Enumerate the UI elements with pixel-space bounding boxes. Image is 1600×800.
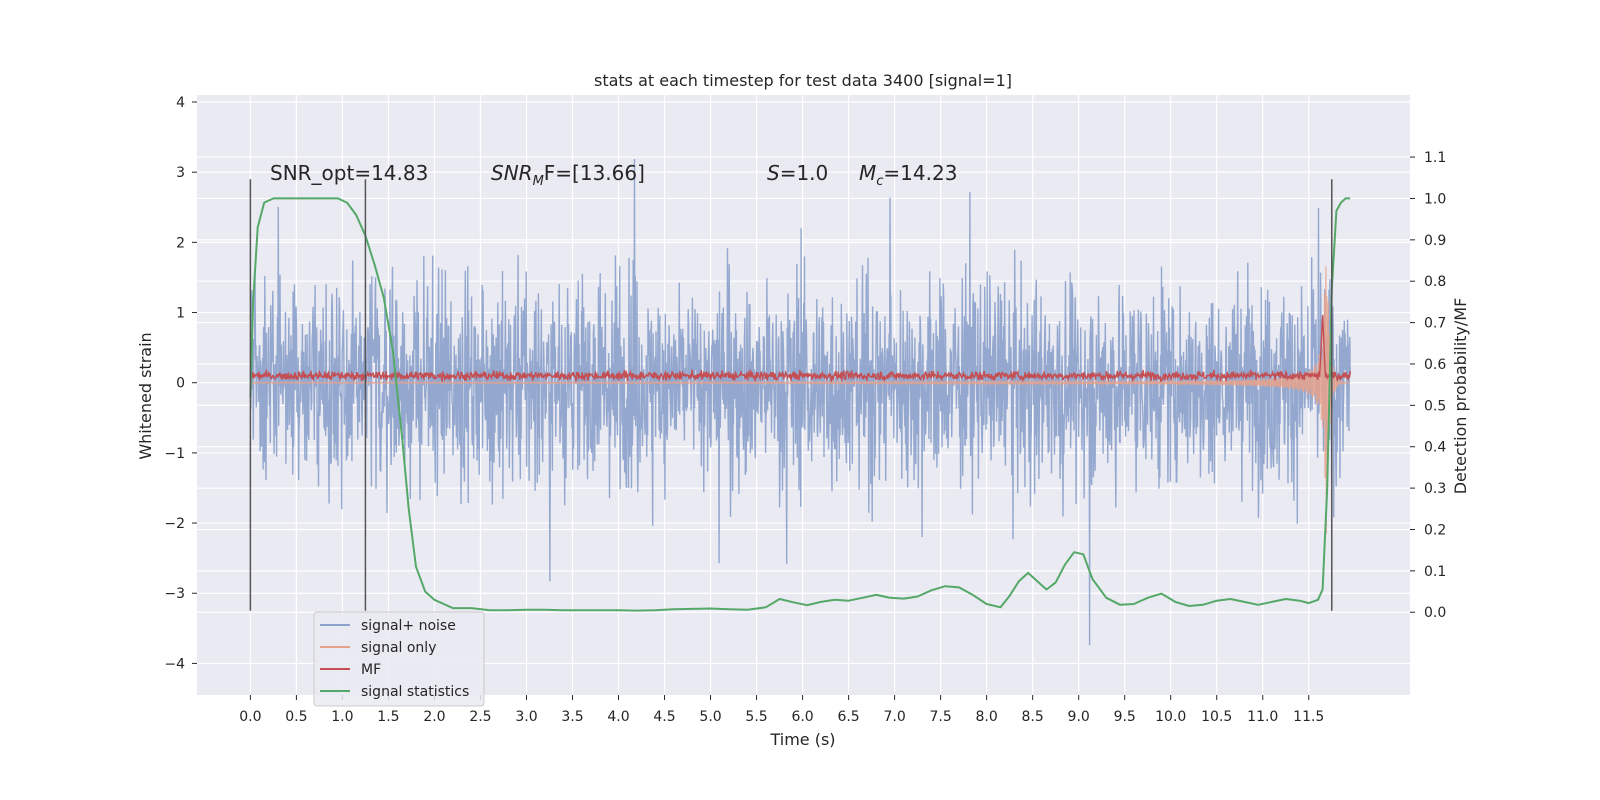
x-tick-label: 7.0: [883, 709, 905, 725]
snr-mf-main: SNR: [491, 161, 533, 185]
right-y-tick-label: 0.9: [1424, 233, 1446, 249]
x-tick-label: 3.0: [515, 709, 537, 725]
s-annotation: S=1.0: [767, 161, 828, 185]
x-axis-label: Time (s): [769, 730, 835, 749]
x-tick-label: 2.5: [469, 709, 491, 725]
left-y-tick-label: −4: [164, 656, 185, 672]
signal-statistics-line: [249, 197, 1351, 612]
x-tick-label: 9.5: [1114, 709, 1136, 725]
x-tick-label: 8.5: [1022, 709, 1044, 725]
x-tick-label: 1.0: [331, 709, 353, 725]
left-y-tick-label: −2: [164, 516, 185, 532]
mc-annotation: Mc=14.23: [859, 161, 957, 189]
x-tick-label: 3.5: [561, 709, 583, 725]
x-tick-label: 7.5: [929, 709, 951, 725]
data-traces: [249, 158, 1351, 646]
right-y-tick-label: 1.1: [1424, 150, 1446, 166]
x-tick-label: 6.5: [837, 709, 859, 725]
right-y-tick-label: 0.7: [1424, 316, 1446, 332]
x-tick-label: 5.0: [699, 709, 721, 725]
left-y-axis-ticks: −4 −3 −2 −1 0 1 2 3 4: [164, 95, 197, 672]
snr-mf-rest: F=[13.66]: [544, 161, 645, 185]
s-rest: =1.0: [780, 161, 829, 185]
x-tick-label: 6.0: [791, 709, 813, 725]
left-y-tick-label: −3: [164, 586, 185, 602]
right-y-tick-label: 0.6: [1424, 357, 1446, 373]
x-tick-label: 0.5: [285, 709, 307, 725]
right-y-tick-label: 0.8: [1424, 274, 1446, 290]
left-y-tick-label: −1: [164, 446, 185, 462]
x-tick-label: 10.5: [1201, 709, 1232, 725]
signal-only-line: [249, 266, 1351, 534]
left-y-tick-label: 4: [176, 95, 185, 111]
s-main: S: [767, 161, 780, 185]
x-tick-label: 9.0: [1068, 709, 1090, 725]
right-y-tick-label: 0.2: [1424, 522, 1446, 538]
legend-box: [313, 611, 485, 707]
x-tick-label: 11.0: [1247, 709, 1278, 725]
mc-main: M: [859, 161, 876, 185]
legend-label-mf: MF: [361, 662, 381, 678]
x-tick-label: 1.5: [377, 709, 399, 725]
snr-mf-sub: M: [533, 174, 544, 189]
chart-title: stats at each timestep for test data 340…: [594, 71, 1012, 90]
left-y-tick-label: 0: [176, 376, 185, 392]
x-tick-label: 4.5: [653, 709, 675, 725]
left-y-axis-label: Whitened strain: [136, 332, 155, 459]
mf-line: [249, 315, 1351, 384]
legend: signal+ noise signal only MF signal stat…: [313, 611, 485, 707]
right-y-tick-label: 1.0: [1424, 191, 1446, 207]
mc-sub: c: [876, 174, 883, 189]
left-y-tick-label: 1: [176, 306, 185, 322]
mc-rest: =14.23: [883, 161, 957, 185]
right-y-tick-label: 0.3: [1424, 481, 1446, 497]
x-tick-label: 2.0: [423, 709, 445, 725]
legend-label-signal-noise: signal+ noise: [361, 618, 456, 634]
snr-opt-annotation: SNR_opt=14.83: [270, 161, 428, 185]
signal-noise-line: [249, 158, 1351, 646]
left-y-tick-label: 2: [176, 235, 185, 251]
x-tick-label: 5.5: [745, 709, 767, 725]
snr-mf-annotation: SNRMF=[13.66]: [491, 161, 645, 189]
right-y-axis-label: Detection probability/MF: [1451, 298, 1470, 495]
x-tick-label: 10.0: [1155, 709, 1186, 725]
legend-label-signal-statistics: signal statistics: [361, 684, 469, 700]
legend-label-signal-only: signal only: [361, 640, 436, 656]
x-tick-label: 0.0: [239, 709, 261, 725]
right-y-tick-label: 0.1: [1424, 564, 1446, 580]
left-y-tick-label: 3: [176, 165, 185, 181]
vertical-markers: [249, 179, 1333, 611]
right-y-tick-label: 0.0: [1424, 605, 1446, 621]
x-axis-ticks: 0.0 0.5 1.0 1.5 2.0 2.5 3.0 3.5 4.0 4.5 5.0 5.5 6.0 6…: [239, 695, 1324, 725]
right-y-axis-ticks: 0.0 0.1 0.2 0.3 0.4 0.5 0.6 0.7 0.8 0.9 1.0 1.1: [1410, 150, 1446, 621]
x-tick-label: 11.5: [1293, 709, 1324, 725]
right-y-tick-label: 0.5: [1424, 398, 1446, 414]
right-y-tick-label: 0.4: [1424, 440, 1446, 456]
x-tick-label: 4.0: [607, 709, 629, 725]
x-tick-label: 8.0: [976, 709, 998, 725]
